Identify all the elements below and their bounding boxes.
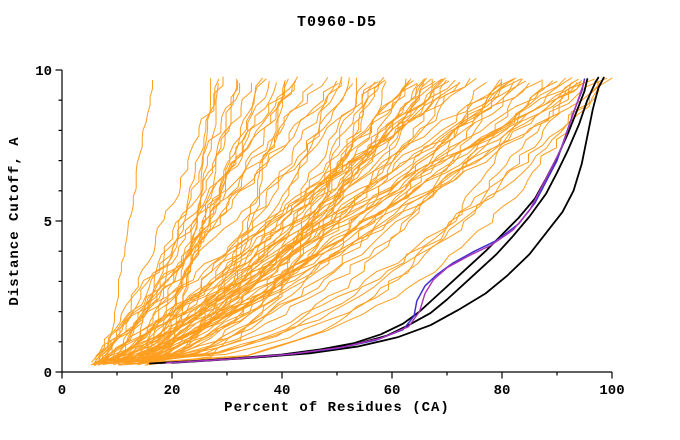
model-curve-orange: [137, 83, 219, 362]
model-curve-orange: [113, 79, 501, 364]
model-curve-orange: [98, 80, 297, 364]
model-curve-orange: [139, 80, 553, 363]
model-curve-orange: [127, 78, 444, 363]
model-curve-orange: [110, 78, 522, 364]
tick-marks-layer: [55, 69, 613, 379]
model-curve-orange: [98, 82, 602, 366]
model-curve-orange: [134, 82, 572, 362]
model-curve-orange: [160, 81, 285, 363]
y-tick-label: 5: [44, 215, 52, 231]
model-curve-orange: [92, 78, 579, 365]
x-tick-label: 80: [494, 383, 511, 399]
model-curve-orange: [92, 78, 477, 365]
model-curve-orange: [122, 82, 252, 362]
x-tick-label: 0: [58, 383, 66, 399]
y-tick-label: 10: [35, 64, 52, 80]
model-curve-orange: [129, 80, 410, 363]
y-axis-label: Distance Cutoff, A: [7, 136, 23, 305]
x-tick-label: 40: [274, 383, 291, 399]
model-curve-orange: [125, 80, 286, 364]
model-curve-orange: [139, 83, 418, 363]
chart-title: T0960-D5: [297, 14, 377, 31]
model-curve-orange: [143, 81, 376, 364]
model-curve-orange: [118, 81, 581, 364]
model-curve-orange: [151, 78, 442, 361]
model-curve-orange: [103, 78, 432, 362]
model-curve-orange: [151, 83, 353, 362]
model-curve-orange: [101, 76, 224, 363]
x-tick-label: 60: [384, 383, 401, 399]
model-magenta: [165, 79, 586, 364]
model-curve-orange: [141, 81, 387, 363]
model-curve-orange: [155, 81, 600, 362]
model-curve-orange: [109, 77, 427, 362]
model-curve-orange: [112, 79, 456, 363]
model-curve-orange: [111, 77, 329, 365]
highlight-curves-layer: [149, 76, 605, 365]
background-curves-layer: [90, 76, 613, 366]
model-curve-orange: [100, 80, 582, 364]
model-curve-orange: [160, 78, 238, 364]
model-curve-orange: [99, 77, 613, 365]
model-curve-orange: [113, 80, 414, 362]
model-curve-orange: [139, 82, 578, 363]
model-curve-orange: [152, 81, 460, 362]
x-axis-label: Percent of Residues (CA): [224, 400, 450, 416]
tick-labels-layer: 0 20 40 60 80 100 0 5 10: [35, 64, 624, 399]
x-tick-label: 20: [164, 383, 181, 399]
model-curve-orange: [154, 78, 267, 364]
model-curve-orange: [141, 78, 407, 364]
model-curve-orange: [101, 81, 380, 365]
model-curve-orange: [130, 77, 350, 364]
model-curve-orange: [95, 78, 289, 365]
model-curve-orange: [122, 78, 502, 364]
best-model-3: [171, 76, 605, 364]
x-tick-label: 100: [599, 383, 624, 399]
model-curve-orange: [160, 82, 367, 362]
model-curve-orange: [94, 83, 339, 366]
model-curve-orange: [109, 80, 526, 364]
model-curve-orange: [105, 79, 153, 364]
y-tick-label: 0: [44, 366, 52, 382]
model-curve-orange: [117, 77, 516, 365]
model-curve-orange: [100, 77, 385, 363]
